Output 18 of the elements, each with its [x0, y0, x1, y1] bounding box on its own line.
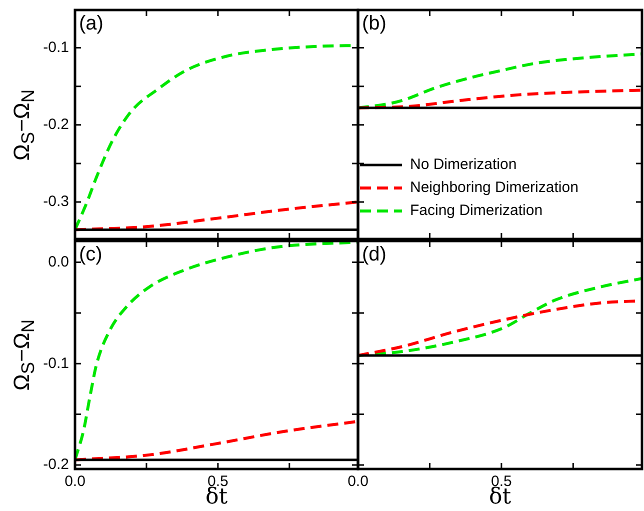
annotation: (d) — [362, 244, 386, 266]
y-tick-label: 0.0 — [48, 253, 69, 270]
legend-label: No Dimerization — [410, 156, 517, 174]
x-tick-label: 0.0 — [64, 473, 86, 490]
y-tick-label: -0.1 — [43, 38, 69, 56]
y-tick-label: -0.2 — [43, 116, 69, 134]
line-series — [75, 420, 358, 462]
line-series — [75, 200, 358, 232]
annotation: (a) — [79, 12, 104, 35]
x-tick-label: 0.0 — [348, 473, 368, 490]
annotation: (b) — [362, 12, 386, 35]
legend-label: Neighboring Dimerization — [410, 179, 578, 196]
annotation: (c) — [79, 244, 102, 266]
y-tick-label: -0.3 — [43, 193, 69, 210]
y-tick-label: -0.1 — [43, 354, 69, 372]
y-tick-label: -0.2 — [43, 456, 69, 474]
line-series — [75, 241, 358, 462]
legend-label: Facing Dimerization — [410, 202, 543, 220]
